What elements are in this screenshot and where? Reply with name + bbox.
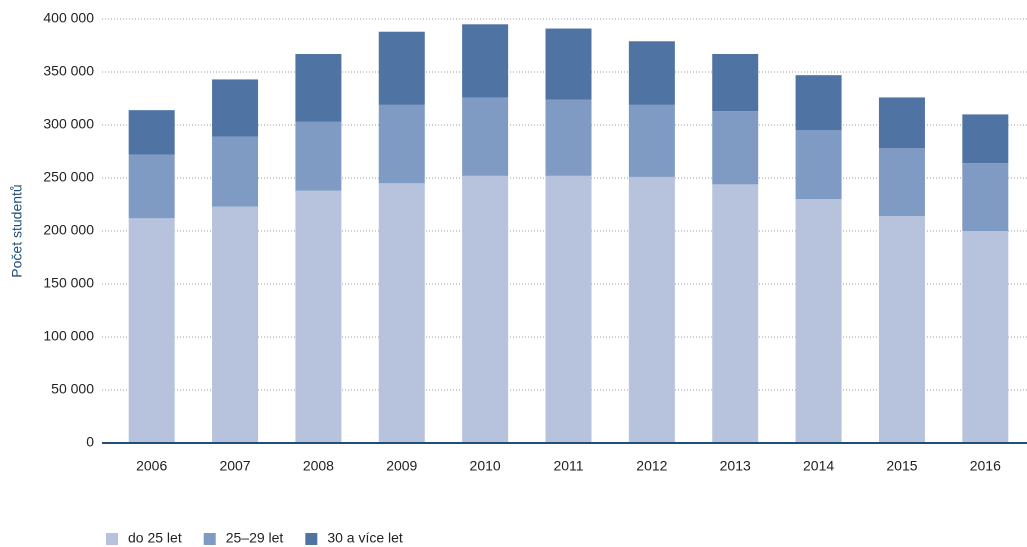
y-tick-label: 400 000: [43, 10, 94, 26]
bar-segment: [462, 175, 509, 443]
x-tick-label: 2008: [303, 458, 334, 474]
bar-segment: [878, 97, 925, 149]
x-tick-label: 2010: [470, 458, 501, 474]
legend-swatch: [203, 533, 216, 545]
x-tick-label: 2009: [386, 458, 417, 474]
y-axis-label: Počet studentů: [9, 184, 25, 277]
bar-segment: [545, 28, 592, 100]
bar-segment: [628, 176, 675, 443]
x-tick-label: 2016: [970, 458, 1001, 474]
y-tick-label: 50 000: [51, 381, 94, 397]
bar-segment: [212, 79, 259, 137]
bar-segment: [712, 111, 759, 185]
bar-segment: [795, 75, 842, 131]
bar-segment: [712, 53, 759, 112]
bar-segment: [962, 231, 1009, 443]
bar-segment: [545, 99, 592, 176]
bar-segment: [295, 121, 342, 191]
bar-segment: [712, 184, 759, 444]
x-tick-label: 2007: [219, 458, 250, 474]
legend-label: 30 a více let: [327, 530, 403, 546]
bar-segment: [378, 31, 425, 105]
bar-segment: [128, 218, 175, 443]
x-tick-label: 2011: [553, 458, 583, 474]
bar-segment: [628, 104, 675, 177]
x-tick-label: 2015: [886, 458, 917, 474]
bar-segment: [462, 97, 509, 176]
y-tick-label: 250 000: [43, 169, 94, 185]
bar-segment: [878, 216, 925, 443]
legend-swatch: [305, 533, 318, 545]
x-tick-label: 2013: [720, 458, 751, 474]
y-tick-label: 0: [86, 434, 94, 450]
bar-segment: [295, 53, 342, 122]
bar-segment: [212, 136, 259, 207]
bar-segment: [878, 148, 925, 217]
bar-segment: [545, 175, 592, 443]
bar-segment: [962, 114, 1009, 164]
y-tick-label: 200 000: [43, 222, 94, 238]
y-tick-label: 300 000: [43, 116, 94, 132]
x-tick-label: 2006: [136, 458, 167, 474]
y-tick-label: 350 000: [43, 63, 94, 79]
bar-segment: [128, 110, 175, 155]
x-tick-label: 2014: [803, 458, 834, 474]
bar-segment: [628, 41, 675, 105]
bar-segment: [378, 104, 425, 184]
x-tick-label: 2012: [636, 458, 667, 474]
legend-swatch: [106, 533, 118, 545]
y-tick-label: 150 000: [43, 275, 94, 291]
bar-segment: [378, 183, 425, 444]
legend-label: 25–29 let: [226, 530, 284, 546]
bar-segment: [212, 206, 259, 443]
y-tick-label: 100 000: [43, 328, 94, 344]
bar-segment: [795, 199, 842, 443]
bar-segment: [795, 130, 842, 200]
bar-segment: [128, 154, 175, 219]
bar-segment: [962, 163, 1009, 231]
bar-segment: [295, 190, 342, 443]
bar-segment: [462, 24, 509, 98]
legend-label: do 25 let: [128, 530, 182, 546]
